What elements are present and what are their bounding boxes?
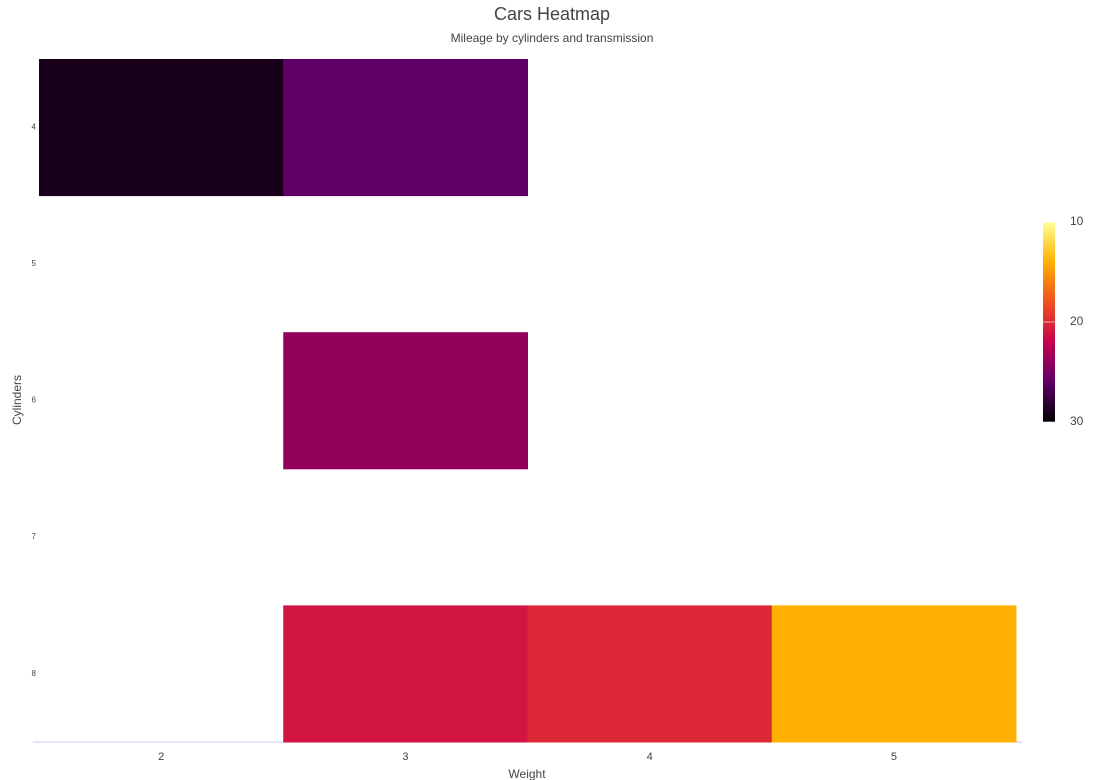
y-tick-label: 6 bbox=[32, 396, 37, 405]
heatmap-cell bbox=[771, 605, 1017, 743]
colorbar-tick-label: 30 bbox=[1070, 414, 1084, 428]
y-axis-label: Cylinders bbox=[10, 375, 24, 425]
y-tick-label: 4 bbox=[32, 122, 37, 131]
y-tick-label: 5 bbox=[32, 259, 37, 268]
x-tick-label: 5 bbox=[891, 751, 897, 763]
x-tick-label: 3 bbox=[402, 751, 408, 763]
x-axis-label: Weight bbox=[508, 767, 546, 780]
y-tick-label: 7 bbox=[32, 532, 37, 541]
colorbar-tick-label: 20 bbox=[1070, 314, 1084, 328]
x-tick-label: 2 bbox=[158, 751, 164, 763]
heatmap-cell bbox=[283, 605, 528, 743]
colorbar-tick-label: 10 bbox=[1070, 214, 1084, 228]
heatmap-cell bbox=[527, 605, 773, 743]
y-tick-label: 8 bbox=[32, 669, 37, 678]
chart-subtitle: Mileage by cylinders and transmission bbox=[451, 31, 654, 45]
heatmap-cell bbox=[283, 332, 528, 470]
heatmap-cell bbox=[283, 59, 528, 197]
heatmap-cell bbox=[39, 59, 284, 197]
chart-title: Cars Heatmap bbox=[494, 4, 610, 24]
x-tick-label: 4 bbox=[647, 751, 653, 763]
